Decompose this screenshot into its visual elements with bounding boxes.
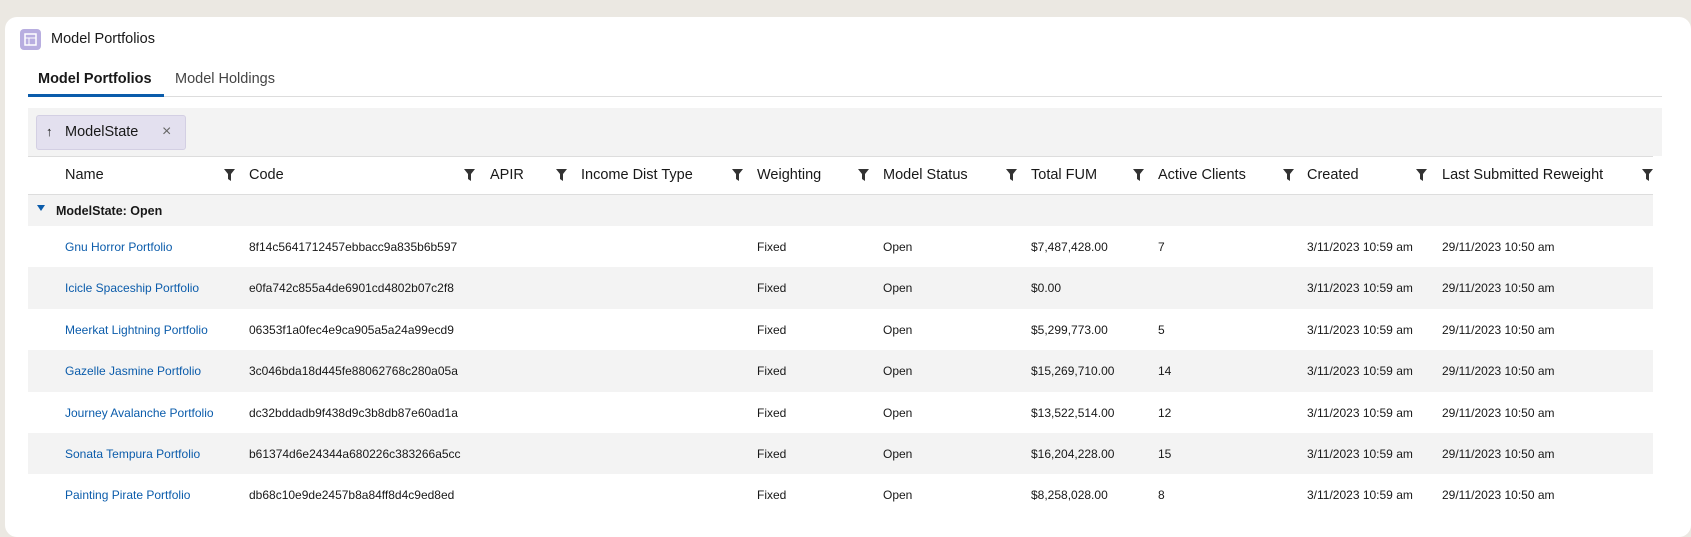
cell: Open (883, 240, 913, 254)
cell: 7 (1158, 240, 1165, 254)
filter-icon[interactable] (1416, 168, 1427, 181)
cell: e0fa742c855a4de6901cd4802b07c2f8 (249, 281, 454, 296)
cell: $0.00 (1031, 281, 1062, 296)
cell: Open (883, 364, 913, 379)
row-background (28, 433, 1653, 475)
cell: Open (883, 488, 913, 503)
cell: 3/11/2023 10:59 am (1307, 405, 1413, 420)
group-pill-label: ModelState (65, 124, 139, 140)
cell: Fixed (757, 488, 787, 503)
column-header[interactable]: Weighting (757, 167, 822, 183)
column-header[interactable]: Code (249, 167, 284, 183)
page-title: Model Portfolios (51, 31, 155, 47)
cell: Open (883, 281, 913, 296)
column-header[interactable]: Last Submitted Reweight (1442, 167, 1604, 183)
cell: Fixed (757, 322, 787, 337)
tab[interactable]: Model Portfolios (38, 71, 152, 87)
screen: Model Portfolios Model Portfolios Model … (5, 17, 1691, 537)
cell: $16,204,228.00 (1031, 447, 1115, 461)
portfolio-link[interactable]: Gazelle Jasmine Portfolio (65, 364, 202, 379)
portfolio-link[interactable]: Journey Avalanche Portfolio (65, 405, 214, 420)
cell: 12 (1158, 405, 1172, 420)
cell: 29/11/2023 10:50 am (1442, 405, 1555, 420)
column-header[interactable]: Total FUM (1031, 167, 1098, 183)
filter-icon[interactable] (1283, 168, 1294, 181)
portfolio-link[interactable]: Sonata Tempura Portfolio (65, 447, 201, 461)
cell: 29/11/2023 10:50 am (1442, 364, 1555, 379)
cell: $15,269,710.00 (1031, 364, 1115, 379)
tab-divider (28, 96, 1662, 97)
collapse-icon[interactable] (37, 205, 47, 213)
cell: 29/11/2023 10:50 am (1442, 447, 1555, 461)
cell: $7,487,428.00 (1031, 240, 1108, 254)
app-icon (20, 29, 41, 50)
filter-icon[interactable] (858, 168, 869, 181)
column-header[interactable]: Income Dist Type (581, 167, 693, 183)
group-row (28, 195, 1653, 226)
cell: 29/11/2023 10:50 am (1442, 281, 1555, 296)
cell: 3/11/2023 10:59 am (1307, 488, 1413, 503)
row-background (28, 350, 1653, 392)
group-label: ModelState: Open (56, 204, 163, 218)
cell: Open (883, 322, 913, 337)
cell: 5 (1158, 322, 1165, 337)
cell: 29/11/2023 10:50 am (1442, 240, 1555, 254)
cell: $5,299,773.00 (1031, 322, 1108, 337)
column-header[interactable]: Active Clients (1158, 167, 1246, 183)
portfolio-link[interactable]: Gnu Horror Portfolio (65, 240, 173, 254)
filter-icon[interactable] (224, 168, 235, 181)
filter-icon[interactable] (464, 168, 475, 181)
cell: Fixed (757, 405, 787, 420)
cell: Fixed (757, 281, 787, 296)
portfolio-link[interactable]: Icicle Spaceship Portfolio (65, 281, 200, 296)
remove-icon[interactable]: × (162, 123, 172, 140)
filter-icon[interactable] (1642, 168, 1653, 181)
cell: 06353f1a0fec4e9ca905a5a24a99ecd9 (249, 322, 454, 337)
tab[interactable]: Model Holdings (175, 71, 275, 87)
cell: db68c10e9de2457b8a84ff8d4c9ed8ed (249, 488, 455, 503)
group-pill[interactable]: ↑ ModelState × (36, 115, 186, 150)
filter-icon[interactable] (732, 168, 743, 181)
cell: Fixed (757, 240, 787, 254)
cell: Fixed (757, 447, 787, 461)
cell: 29/11/2023 10:50 am (1442, 322, 1555, 337)
cell: dc32bddadb9f438d9c3b8db87e60ad1a (249, 405, 458, 420)
row-background (28, 267, 1653, 309)
cell: 29/11/2023 10:50 am (1442, 488, 1555, 503)
cell: 3/11/2023 10:59 am (1307, 322, 1413, 337)
cell: 15 (1158, 447, 1172, 461)
filter-icon[interactable] (1133, 168, 1144, 181)
column-header[interactable]: Created (1307, 167, 1359, 183)
cell: 3/11/2023 10:59 am (1307, 240, 1413, 254)
portfolio-link[interactable]: Meerkat Lightning Portfolio (65, 322, 208, 337)
tab-underline (28, 94, 164, 97)
cell: Fixed (757, 364, 787, 379)
cell: b61374d6e24344a680226c383266a5cc (249, 447, 461, 461)
cell: 8f14c5641712457ebbacc9a835b6b597 (249, 240, 458, 254)
cell: 3/11/2023 10:59 am (1307, 447, 1413, 461)
group-bar (28, 108, 1662, 156)
portfolio-link[interactable]: Painting Pirate Portfolio (65, 488, 191, 503)
cell: 3c046bda18d445fe88062768c280a05a (249, 364, 458, 379)
cell: Open (883, 405, 913, 420)
cell: 3/11/2023 10:59 am (1307, 364, 1413, 379)
cell: 8 (1158, 488, 1165, 503)
column-header[interactable]: Model Status (883, 167, 968, 183)
filter-icon[interactable] (1006, 168, 1017, 181)
cell: 3/11/2023 10:59 am (1307, 281, 1413, 296)
cell: Open (883, 447, 913, 461)
filter-icon[interactable] (556, 168, 567, 181)
cell: 14 (1158, 364, 1172, 379)
cell: $8,258,028.00 (1031, 488, 1108, 503)
cell: $13,522,514.00 (1031, 405, 1115, 420)
column-header[interactable]: APIR (490, 167, 524, 183)
column-header[interactable]: Name (65, 167, 104, 183)
